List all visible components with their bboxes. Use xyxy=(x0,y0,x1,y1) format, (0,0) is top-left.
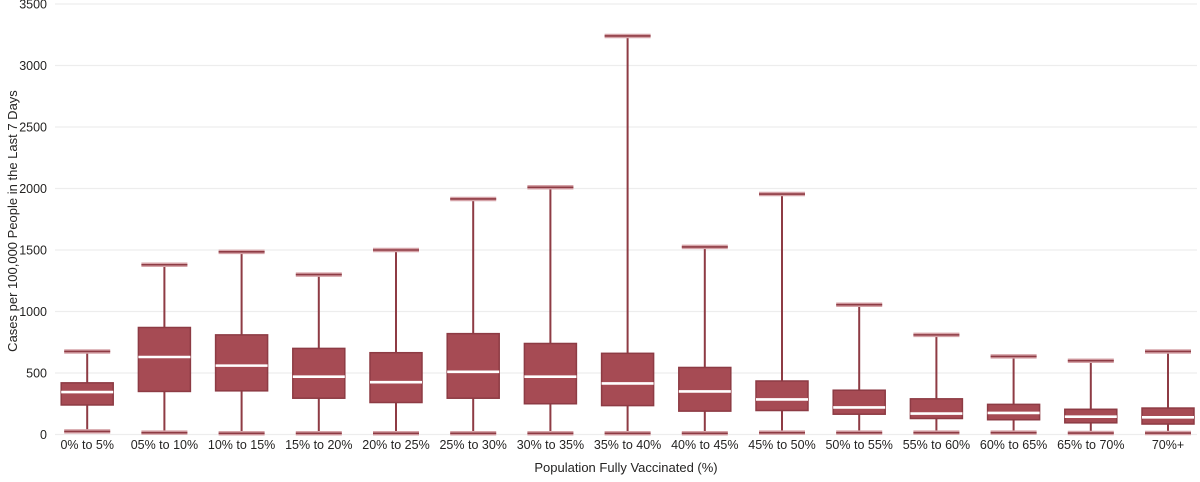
x-tick-label: 10% to 15% xyxy=(208,438,275,452)
y-tick-label: 3500 xyxy=(19,0,47,12)
box-group-30-to-35-[interactable] xyxy=(523,185,578,436)
box-group-15-to-20-[interactable] xyxy=(292,272,346,436)
box-group-20-to-25-[interactable] xyxy=(369,247,423,436)
x-tick-label: 65% to 70% xyxy=(1057,438,1124,452)
box-iqr xyxy=(137,326,192,393)
box-group-45-to-50-[interactable] xyxy=(755,191,809,435)
box-group-40-to-45-[interactable] xyxy=(678,244,732,436)
box-group-70-+[interactable] xyxy=(1141,349,1195,436)
box-group-0-to-5-[interactable] xyxy=(60,349,114,434)
x-tick-label: 25% to 30% xyxy=(439,438,506,452)
x-tick-label: 05% to 10% xyxy=(131,438,198,452)
y-tick-label: 3000 xyxy=(19,59,47,73)
box-group-10-to-15-[interactable] xyxy=(214,249,269,436)
box-group-25-to-30-[interactable] xyxy=(446,196,500,436)
box-group-55-to-60-[interactable] xyxy=(909,332,964,435)
box-iqr xyxy=(600,352,655,407)
box-iqr xyxy=(292,347,346,399)
box-iqr xyxy=(214,334,269,392)
box-group-60-to-65-[interactable] xyxy=(986,354,1041,435)
x-tick-label: 15% to 20% xyxy=(285,438,352,452)
box-iqr xyxy=(755,380,809,412)
box-iqr xyxy=(369,351,423,404)
x-tick-label: 70%+ xyxy=(1152,438,1184,452)
y-tick-label: 1500 xyxy=(19,244,47,258)
y-tick-label: 2500 xyxy=(19,121,47,135)
box-series xyxy=(60,33,1195,436)
x-tick-label: 20% to 25% xyxy=(362,438,429,452)
x-tick-label: 45% to 50% xyxy=(748,438,815,452)
y-axis-title: Cases per 100,000 People in the Last 7 D… xyxy=(5,90,20,352)
box-iqr xyxy=(678,366,732,412)
x-tick-label: 55% to 60% xyxy=(903,438,970,452)
x-axis-tick-labels: 0% to 5% 05% to 10% 10% to 15% 15% to 20% 20… xyxy=(60,438,1184,452)
x-tick-label: 35% to 40% xyxy=(594,438,661,452)
x-tick-label: 0% to 5% xyxy=(60,438,114,452)
box-group-50-to-55-[interactable] xyxy=(832,302,886,435)
box-group-05-to-10-[interactable] xyxy=(137,262,192,435)
x-tick-label: 50% to 55% xyxy=(825,438,892,452)
box-iqr xyxy=(60,382,114,406)
y-axis-tick-labels: 0 500 1000 1500 2000 2500 3000 3500 xyxy=(19,0,47,442)
y-tick-label: 500 xyxy=(26,367,47,381)
x-axis-title: Population Fully Vaccinated (%) xyxy=(534,460,717,475)
x-tick-label: 40% to 45% xyxy=(671,438,738,452)
y-tick-label: 2000 xyxy=(19,182,47,196)
x-tick-label: 60% to 65% xyxy=(980,438,1047,452)
box-iqr xyxy=(832,389,886,415)
box-group-65-to-70-[interactable] xyxy=(1064,358,1118,436)
box-group-35-to-40-[interactable] xyxy=(600,33,655,436)
box-iqr xyxy=(523,342,578,405)
y-tick-label: 0 xyxy=(40,428,47,442)
y-tick-label: 1000 xyxy=(19,305,47,319)
box-iqr xyxy=(909,398,964,420)
box-iqr xyxy=(446,332,500,399)
x-tick-label: 30% to 35% xyxy=(517,438,584,452)
